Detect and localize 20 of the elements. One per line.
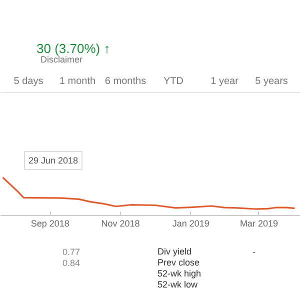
text: Div yield xyxy=(158,246,192,256)
text: 52-wk low xyxy=(158,280,198,290)
text: 1 year xyxy=(210,76,240,87)
x-tick-label: Mar 2019 xyxy=(240,218,278,228)
text: 0.84 xyxy=(62,258,80,268)
text: 6 months xyxy=(104,76,146,87)
text: Disclaimer xyxy=(40,54,83,64)
text: 5 days xyxy=(14,76,44,87)
text: 29 Jun 2018 xyxy=(28,156,78,166)
text: 1 month xyxy=(59,76,96,87)
text: - xyxy=(252,247,256,257)
text: 0.77 xyxy=(62,247,80,257)
text: Prev close xyxy=(158,258,200,268)
x-tick-label: Sep 2018 xyxy=(30,218,70,228)
text: 30 (3.70%) ↑ xyxy=(36,41,110,56)
text: 52-wk high xyxy=(158,268,202,278)
x-tick-label: Nov 2018 xyxy=(101,218,140,228)
text: YTD xyxy=(164,76,184,87)
x-tick-label: Jan 2019 xyxy=(172,218,210,228)
text: 5 years xyxy=(255,76,288,87)
